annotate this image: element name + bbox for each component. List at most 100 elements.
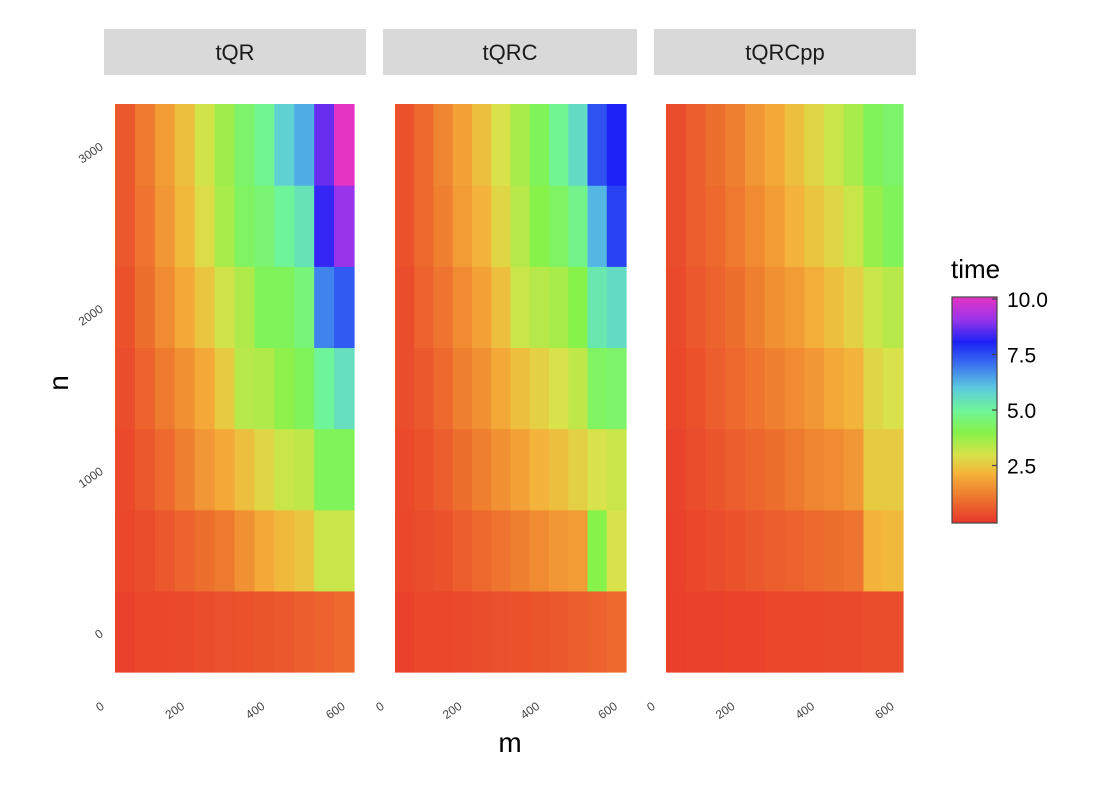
heatmap-cell: [725, 428, 746, 511]
heatmap-cell: [606, 428, 627, 511]
heatmap-cell: [568, 347, 589, 430]
heatmap-cell: [745, 509, 766, 592]
heatmap-cell: [274, 266, 295, 349]
x-tick-label: 0: [93, 699, 107, 714]
heatmap-cell: [314, 266, 335, 349]
heatmap-cell: [705, 266, 726, 349]
heatmap-cell: [824, 185, 845, 267]
legend-colorbar: [951, 296, 998, 524]
heatmap-cell: [863, 347, 884, 430]
x-tick-label: 0: [373, 699, 387, 714]
y-tick-label: 3000: [76, 139, 106, 166]
heatmap-cell: [725, 590, 746, 673]
heatmap-cell: [764, 347, 786, 430]
heatmap-cell: [606, 347, 627, 430]
heatmap-cell: [510, 590, 531, 673]
x-tick-label: 400: [243, 699, 268, 722]
heatmap-cell: [254, 104, 275, 186]
legend-title: time: [951, 254, 1000, 284]
heatmap-cell: [685, 428, 707, 511]
heatmap-cell: [154, 347, 176, 430]
heatmap-cell: [294, 347, 315, 430]
heatmap-cell: [214, 590, 236, 673]
heatmap-cell: [314, 104, 335, 186]
heatmap-cell: [883, 266, 904, 349]
heatmap-cell: [745, 104, 766, 186]
heatmap-cell: [804, 347, 825, 430]
heatmap-cell: [863, 590, 884, 673]
heatmap-cell: [334, 104, 355, 186]
heatmap-cell: [843, 509, 865, 592]
heatmap-cell: [254, 347, 275, 430]
heatmap-cell: [174, 590, 196, 673]
heatmap-cell: [804, 590, 825, 673]
heatmap-cell: [452, 590, 473, 673]
heatmap-cell: [725, 104, 746, 186]
heatmap-cell: [214, 347, 236, 430]
heatmap-cell: [414, 185, 435, 267]
heatmap-cell: [883, 590, 904, 673]
heatmap-cell: [705, 347, 726, 430]
heatmap-cell: [863, 509, 884, 592]
heatmap-cell: [883, 347, 904, 430]
heatmap-cell: [395, 266, 415, 349]
legend-tick-label: 2.5: [1007, 456, 1036, 479]
y-tick-label: 0: [92, 626, 106, 641]
heatmap-cell: [587, 509, 608, 592]
heatmap-cell: [154, 185, 176, 267]
facet-strip: [104, 29, 366, 75]
heatmap-cell: [294, 185, 315, 267]
facet-strip: [383, 29, 637, 75]
heatmap-cell: [472, 266, 492, 349]
heatmap-cell: [194, 104, 216, 186]
heatmap-cell: [529, 428, 550, 511]
heatmap-cell: [234, 347, 256, 430]
heatmap-cell: [863, 185, 884, 267]
heatmap-cell: [334, 428, 355, 511]
heatmap-cell: [745, 185, 766, 267]
heatmap-cell: [843, 185, 865, 267]
legend-ticks: 2.5 5.0 7.5 10.0: [992, 289, 1048, 479]
heatmap-cell: [174, 428, 196, 511]
heatmap-cell: [666, 266, 687, 349]
heatmap-cell: [666, 509, 687, 592]
x-axis-title: m: [498, 727, 521, 758]
heatmap-cell: [115, 266, 136, 349]
heatmap-cell: [234, 266, 256, 349]
heatmap-cell: [510, 104, 531, 186]
heatmap-cell: [784, 590, 805, 673]
heatmap-cell: [529, 104, 550, 186]
heatmap-cell: [174, 266, 196, 349]
heatmap-cell: [154, 428, 176, 511]
x-tick-label: 600: [872, 699, 897, 722]
heatmap-cell: [587, 347, 608, 430]
heatmap-cell: [568, 266, 589, 349]
heatmap-cell: [824, 509, 845, 592]
facet-strip-label: tQRC: [483, 40, 538, 65]
heatmap-cell: [764, 104, 786, 186]
heatmap-cell: [414, 590, 435, 673]
heatmap-cell: [804, 509, 825, 592]
heatmap-cell: [685, 590, 707, 673]
heatmap-cell: [764, 590, 786, 673]
heatmap-cell: [314, 428, 335, 511]
heatmap-cell: [666, 347, 687, 430]
heatmap-cell: [472, 185, 492, 267]
heatmap-cell: [254, 590, 275, 673]
heatmap-cell: [784, 428, 805, 511]
heatmap-cell: [452, 185, 473, 267]
heatmap-cell: [414, 104, 435, 186]
heatmap-cell: [254, 266, 275, 349]
heatmap-cell: [705, 185, 726, 267]
legend-tick-label: 10.0: [1007, 289, 1048, 312]
heatmap-cell: [824, 428, 845, 511]
heatmap-cell: [745, 428, 766, 511]
heatmap-cell: [452, 428, 473, 511]
heatmap-cell: [194, 266, 216, 349]
heatmap-cell: [254, 509, 275, 592]
heatmap-cell: [414, 347, 435, 430]
heatmap-cell: [254, 185, 275, 267]
heatmap-cell: [606, 590, 627, 673]
heatmap-cell: [154, 266, 176, 349]
